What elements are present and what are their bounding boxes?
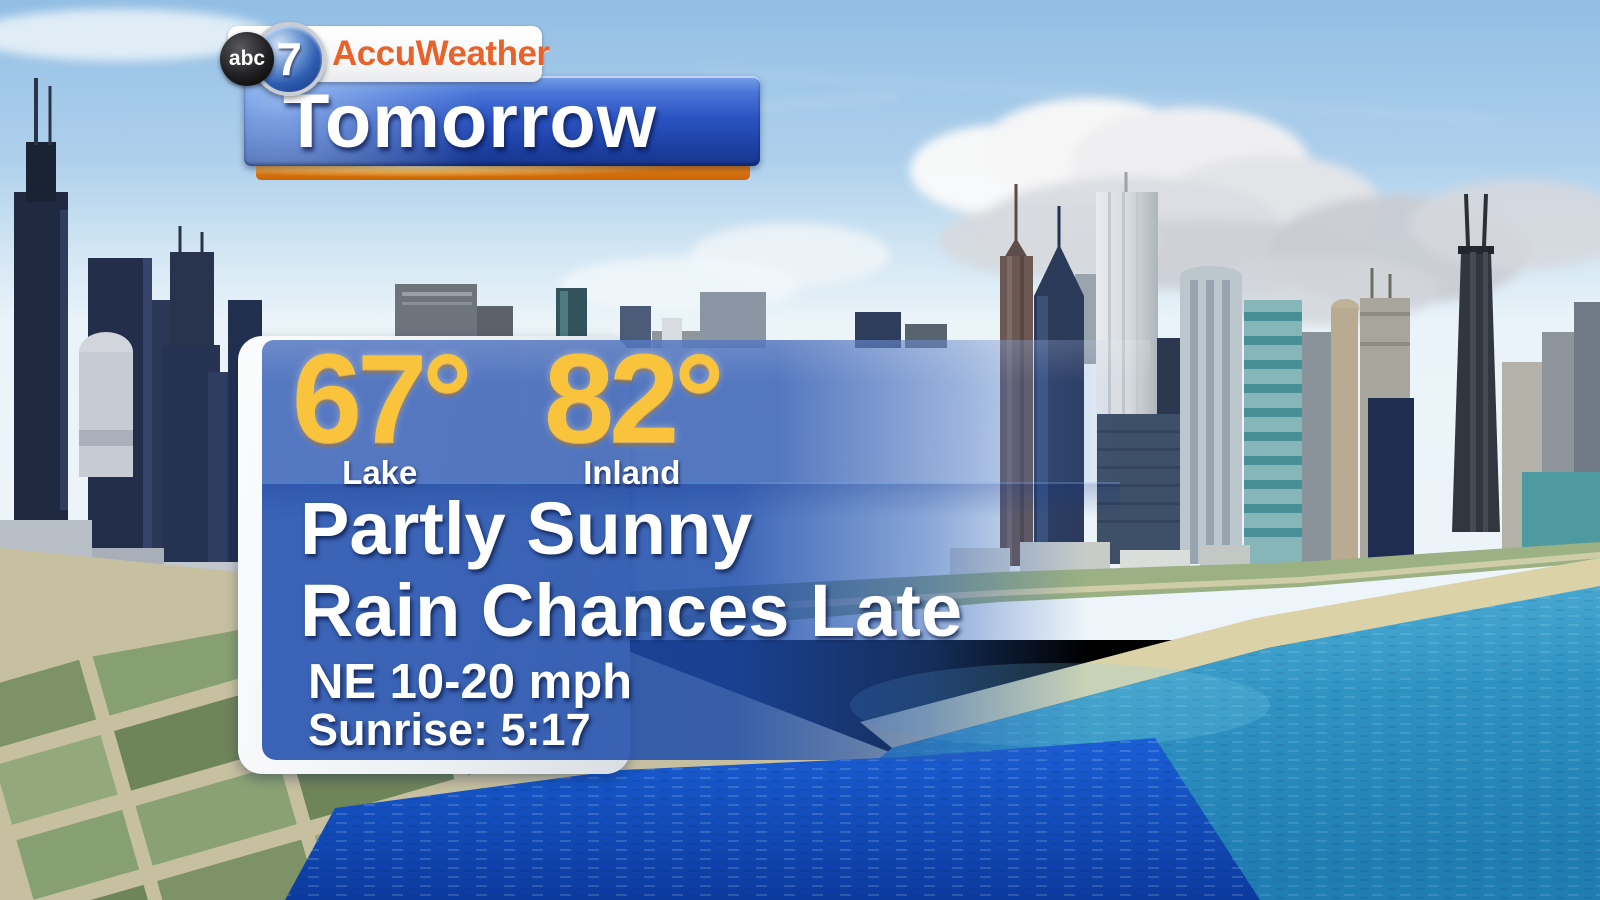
accuweather-label: AccuWeather bbox=[332, 34, 550, 73]
wind-info: NE 10-20 mph bbox=[308, 655, 633, 709]
banner-title: Tomorrow bbox=[283, 78, 657, 164]
sunrise-info: Sunrise: 5:17 bbox=[308, 704, 591, 755]
condition-line1: Partly Sunny bbox=[300, 487, 753, 570]
condition-line2: Rain Chances Late bbox=[300, 569, 963, 652]
clouds bbox=[0, 9, 1600, 325]
forecast-temps-band bbox=[262, 340, 1150, 482]
temp-lake-label: Lake bbox=[342, 453, 418, 491]
temp-inland-label: Inland bbox=[583, 453, 681, 491]
temp-lake-value: 67° bbox=[292, 328, 473, 469]
temp-inland-value: 82° bbox=[544, 328, 725, 469]
temp-inland: 82° Inland bbox=[544, 328, 725, 492]
forecast-details-band bbox=[262, 482, 1120, 760]
banner: Tomorrow bbox=[244, 76, 760, 166]
channel-7-number: 7 bbox=[276, 33, 302, 85]
deep-water-texture bbox=[285, 738, 1260, 900]
abc-logo-label: abc bbox=[228, 47, 266, 70]
temp-lake: 67° Lake bbox=[292, 328, 473, 492]
abc-logo: abc bbox=[220, 32, 274, 86]
